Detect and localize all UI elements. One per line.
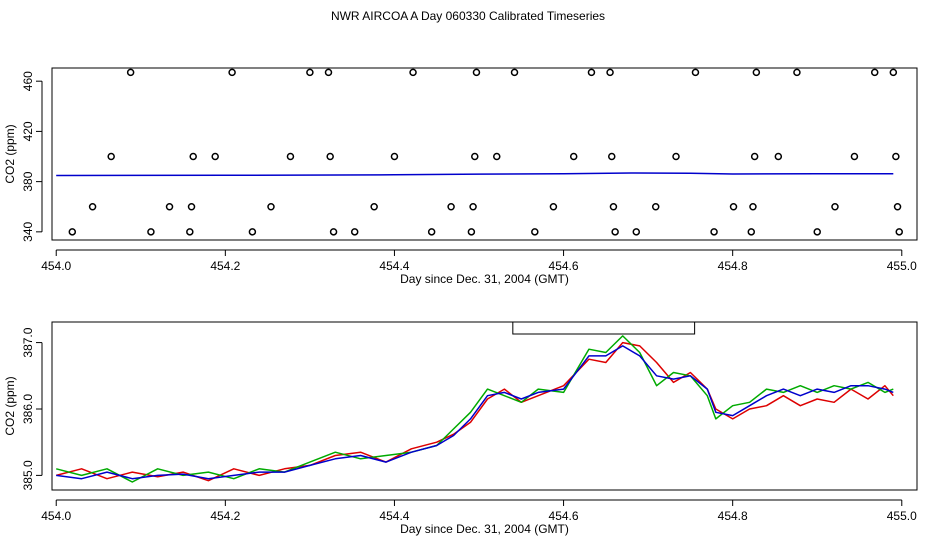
panel1-data-point (324, 68, 333, 77)
panel2-plot-frame (51, 321, 918, 491)
panel1-data-point (390, 152, 399, 161)
panel1-data-point (147, 228, 155, 236)
panel1-data-point (813, 228, 821, 236)
panel1-data-point (747, 228, 756, 236)
panel1-data-point (611, 228, 619, 236)
panel2-x-tick-label: 454.4 (379, 509, 409, 523)
panel1-data-point (427, 228, 436, 236)
panel1-data-point (350, 228, 359, 236)
panel1-x-tick-label: 454.4 (379, 259, 409, 273)
panel2-x-tick-label: 454.6 (549, 509, 579, 523)
panel2-series-line-2 (56, 335, 894, 483)
panel1-data-point (606, 68, 614, 77)
panel1-data-point (447, 202, 455, 211)
panel1-data-point (467, 228, 476, 236)
panel1-data-point (672, 152, 680, 161)
panel1-data-point (895, 228, 903, 236)
panel2-x-tick-label: 454.2 (210, 509, 240, 523)
panel1-series-line-2 (56, 172, 894, 177)
panel1-y-tick-label: 380 (21, 171, 35, 191)
panel1-data-point (710, 228, 718, 236)
panel1-data-point (750, 152, 759, 161)
panel1-data-point (267, 202, 275, 211)
panel2-x-tick-label: 455.0 (887, 509, 917, 523)
panel1-data-point (569, 152, 578, 161)
panel2-series-line-1 (56, 341, 894, 482)
panel1-x-tick-label: 454.2 (210, 259, 240, 273)
panel2-x-tick-label: 454.0 (41, 509, 71, 523)
main-title: NWR AIRCOA A Day 060330 Calibrated Times… (330, 9, 606, 23)
panel1-data-point (286, 152, 295, 161)
panel2-x-tick-label: 454.8 (718, 509, 748, 523)
panel2-y-tick-label: 385.0 (21, 460, 35, 490)
panel1-data-point (651, 202, 660, 211)
panel1-data-point (774, 152, 783, 161)
panel2-y-axis-label: CO2 (ppm) (3, 376, 17, 435)
panel1-data-point (870, 68, 879, 77)
panel1-data-point (211, 152, 219, 161)
panel1-x-tick-label: 454.0 (41, 259, 71, 273)
panel1-data-point (531, 228, 539, 236)
panel1-y-tick-label: 420 (21, 121, 35, 141)
panel1-x-tick-label: 455.0 (887, 259, 917, 273)
panel1-data-point (469, 202, 477, 211)
panel1-data-point (472, 68, 481, 77)
panel1-data-point (107, 152, 115, 161)
panel1-data-point (892, 152, 900, 161)
panel1-data-point (749, 202, 757, 211)
panel2-y-tick-label: 387.0 (21, 327, 35, 357)
panel1-data-point (729, 202, 738, 211)
panel1-data-point (68, 228, 77, 236)
panel1-data-point (326, 152, 334, 161)
panel1-data-point (609, 202, 618, 211)
panel1-data-point (632, 228, 641, 236)
panel1-data-point (370, 202, 378, 211)
panel1-data-point (189, 152, 197, 161)
panel1-data-point (889, 68, 898, 77)
panel1-x-tick-label: 454.6 (549, 259, 579, 273)
panel1-data-point (510, 68, 519, 77)
panel1-data-point (329, 228, 338, 236)
panel1-data-point (186, 228, 194, 236)
panel1-y-tick-label: 340 (21, 222, 35, 242)
panel1-data-point (549, 202, 558, 211)
panel1-data-point (306, 68, 314, 77)
panel2-y-tick-label: 386.0 (21, 394, 35, 424)
panel1-y-tick-label: 460 (21, 71, 35, 91)
panel1-data-point (493, 152, 501, 161)
panel2-series-line-3 (56, 345, 894, 480)
panel1-data-point (471, 152, 479, 161)
panel1-data-point (850, 152, 859, 161)
panel1-x-tick-label: 454.8 (718, 259, 748, 273)
panel1-data-point (88, 202, 97, 211)
panel1-plot-frame (51, 67, 918, 241)
panel1-data-point (187, 202, 196, 211)
panel1-data-point (165, 202, 174, 211)
panel1-data-point (831, 202, 839, 211)
panel1-data-point (793, 68, 801, 77)
panel1-data-point (228, 68, 236, 77)
panel2-x-axis-label: Day since Dec. 31, 2004 (GMT) (400, 522, 569, 536)
panel2-legend-box (512, 321, 696, 335)
panel1-y-axis-label: CO2 (ppm) (3, 124, 17, 183)
panel1-data-point (126, 68, 135, 77)
panel1-data-point (893, 202, 902, 211)
panel1-data-point (752, 68, 761, 77)
panel1-data-point (691, 68, 700, 77)
panel1-data-point (587, 68, 596, 77)
panel1-x-axis-label: Day since Dec. 31, 2004 (GMT) (400, 272, 569, 286)
panel1-data-point (248, 228, 257, 236)
panel1-data-point (409, 68, 417, 77)
panel1-data-point (608, 152, 616, 161)
